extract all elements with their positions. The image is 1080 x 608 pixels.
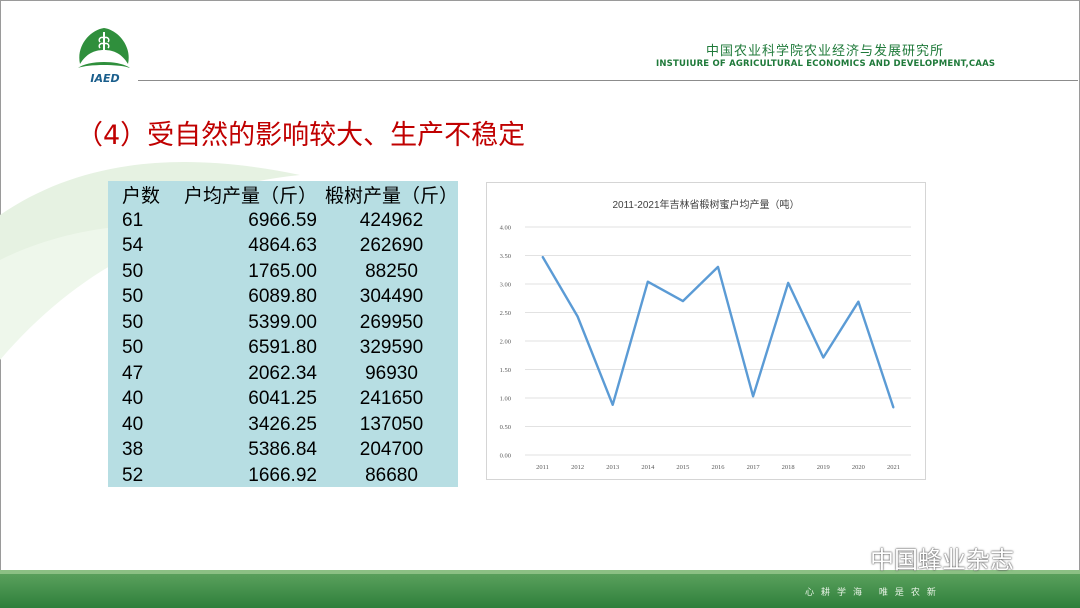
- data-point: [822, 356, 825, 359]
- cell-avg-yield: 6591.80: [248, 337, 317, 359]
- x-tick-label: 2020: [852, 464, 865, 471]
- data-point: [717, 266, 719, 268]
- org-name-en: INSTUIURE OF AGRICULTURAL ECONOMICS AND …: [656, 59, 996, 69]
- column-header-linden-yield: 椴树产量（斤）: [324, 186, 458, 207]
- cell-avg-yield: 5399.00: [248, 311, 317, 333]
- x-tick-label: 2012: [571, 464, 584, 471]
- cell-households: 40: [122, 413, 144, 435]
- y-tick-label: 4.00: [500, 225, 511, 232]
- y-tick-label: 2.00: [500, 339, 511, 346]
- cell-households: 50: [122, 311, 144, 333]
- table-row: 40 6041.25 241650: [108, 387, 458, 413]
- table-row: 38 5386.84 204700: [108, 438, 458, 464]
- y-tick-label: 0.50: [500, 424, 511, 431]
- cell-avg-yield: 4864.63: [248, 235, 317, 257]
- column-header-households: 户数: [122, 186, 161, 207]
- x-tick-label: 2015: [676, 464, 689, 471]
- cell-households: 61: [122, 209, 144, 231]
- line-chart-panel: 2011-2021年吉林省椴树蜜户均产量（吨） 0.00 0.50 1.00 1.50…: [486, 182, 926, 480]
- cell-linden-yield: 137050: [359, 413, 424, 435]
- table-row: 50 5399.00 269950: [108, 310, 458, 336]
- cell-linden-yield: 88250: [365, 260, 418, 282]
- table-row: 40 3426.25 137050: [108, 412, 458, 438]
- watermark-text: 中国蜂业杂志: [870, 546, 1014, 574]
- cell-households: 47: [122, 362, 144, 384]
- cell-linden-yield: 86680: [365, 464, 418, 486]
- chart-title: 2011-2021年吉林省椴树蜜户均产量（吨）: [612, 198, 799, 211]
- table-row: 50 6591.80 329590: [108, 336, 458, 362]
- data-point: [576, 315, 579, 318]
- cell-linden-yield: 262690: [359, 235, 424, 257]
- cell-households: 54: [122, 235, 144, 257]
- data-point: [787, 282, 789, 284]
- data-point: [752, 395, 754, 398]
- column-header-avg-yield: 户均产量（斤）: [183, 186, 317, 207]
- y-tick-label: 1.00: [500, 396, 511, 403]
- iaed-logo-icon: [78, 28, 130, 68]
- y-tick-label: 0.00: [500, 453, 511, 460]
- x-tick-label: 2014: [641, 464, 655, 471]
- table-row: 61 6966.59 424962: [108, 208, 458, 234]
- line-chart: 2011-2021年吉林省椴树蜜户均产量（吨） 0.00 0.50 1.00 1.50…: [500, 198, 911, 471]
- table-row: 54 4864.63 262690: [108, 234, 458, 260]
- data-table: 户数 户均产量（斤） 椴树产量（斤） 61 6966.59 424962 54 4864…: [108, 181, 458, 489]
- cell-linden-yield: 424962: [359, 209, 424, 231]
- table-row: 50 6089.80 304490: [108, 285, 458, 311]
- cell-linden-yield: 269950: [359, 311, 424, 333]
- table-row: 47 2062.34 96930: [108, 361, 458, 387]
- cell-linden-yield: 96930: [365, 362, 418, 384]
- wechat-icon: [833, 546, 864, 569]
- y-tick-label: 3.50: [500, 253, 511, 260]
- cell-avg-yield: 5386.84: [248, 439, 317, 461]
- cell-avg-yield: 6041.25: [248, 388, 317, 410]
- data-point: [647, 280, 649, 283]
- cell-households: 38: [122, 439, 144, 461]
- cell-linden-yield: 241650: [359, 388, 424, 410]
- cell-households: 50: [122, 337, 144, 359]
- cell-avg-yield: 1765.00: [248, 260, 317, 282]
- data-point: [611, 404, 614, 406]
- data-point: [857, 300, 860, 303]
- table-row: 52 1666.92 86680: [108, 463, 458, 489]
- cell-households: 52: [122, 464, 144, 486]
- y-tick-label: 3.00: [500, 282, 511, 289]
- y-tick-label: 2.50: [500, 310, 511, 317]
- x-tick-label: 2021: [887, 464, 900, 471]
- x-tick-label: 2018: [782, 464, 795, 471]
- data-point: [892, 406, 895, 409]
- footer-accent-stripe: [0, 570, 1080, 574]
- x-tick-label: 2013: [606, 464, 619, 471]
- cell-households: 50: [122, 260, 144, 282]
- cell-avg-yield: 1666.92: [248, 464, 317, 486]
- x-tick-label: 2019: [817, 464, 830, 471]
- footer-motto: 心耕学海 唯是农新: [805, 588, 943, 598]
- cell-households: 40: [122, 388, 144, 410]
- cell-linden-yield: 329590: [359, 337, 424, 359]
- y-tick-label: 1.50: [500, 367, 511, 374]
- cell-households: 50: [122, 286, 144, 308]
- series-line: [541, 255, 895, 409]
- cell-avg-yield: 6089.80: [248, 286, 317, 308]
- cell-avg-yield: 2062.34: [248, 362, 317, 384]
- x-tick-label: 2016: [712, 464, 726, 471]
- slide-title: （4）受自然的影响较大、生产不稳定: [76, 120, 526, 151]
- cell-linden-yield: 304490: [359, 286, 424, 308]
- header-divider: [138, 80, 1078, 81]
- cell-avg-yield: 3426.25: [248, 413, 317, 435]
- org-name-cn: 中国农业科学院农业经济与发展研究所: [706, 44, 945, 59]
- table-header-row: 户数 户均产量（斤） 椴树产量（斤）: [108, 181, 458, 208]
- data-point: [682, 300, 684, 302]
- logo-label: IAED: [90, 72, 120, 85]
- data-point: [541, 255, 544, 258]
- cell-linden-yield: 204700: [359, 439, 424, 461]
- footer-bar: [0, 574, 1080, 608]
- table-row: 50 1765.00 88250: [108, 259, 458, 285]
- x-tick-label: 2017: [747, 464, 761, 471]
- x-tick-label: 2011: [536, 464, 549, 471]
- cell-avg-yield: 6966.59: [248, 209, 317, 231]
- data-table-panel: 户数 户均产量（斤） 椴树产量（斤） 61 6966.59 424962 54 4864…: [108, 181, 458, 487]
